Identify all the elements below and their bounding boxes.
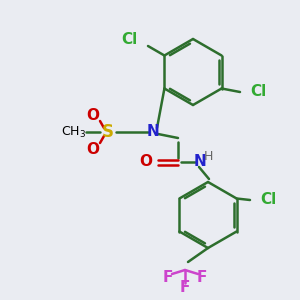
Text: N: N (194, 154, 206, 169)
Text: O: O (86, 142, 100, 157)
Text: S: S (102, 123, 114, 141)
Text: Cl: Cl (250, 85, 266, 100)
Text: Cl: Cl (122, 32, 138, 46)
Text: N: N (147, 124, 159, 140)
Text: O: O (86, 107, 100, 122)
Text: F: F (180, 280, 190, 296)
Text: Cl: Cl (260, 193, 276, 208)
Text: F: F (197, 271, 207, 286)
Text: H: H (203, 149, 213, 163)
Text: CH$_3$: CH$_3$ (61, 124, 87, 140)
Text: F: F (163, 271, 173, 286)
Text: O: O (140, 154, 152, 169)
